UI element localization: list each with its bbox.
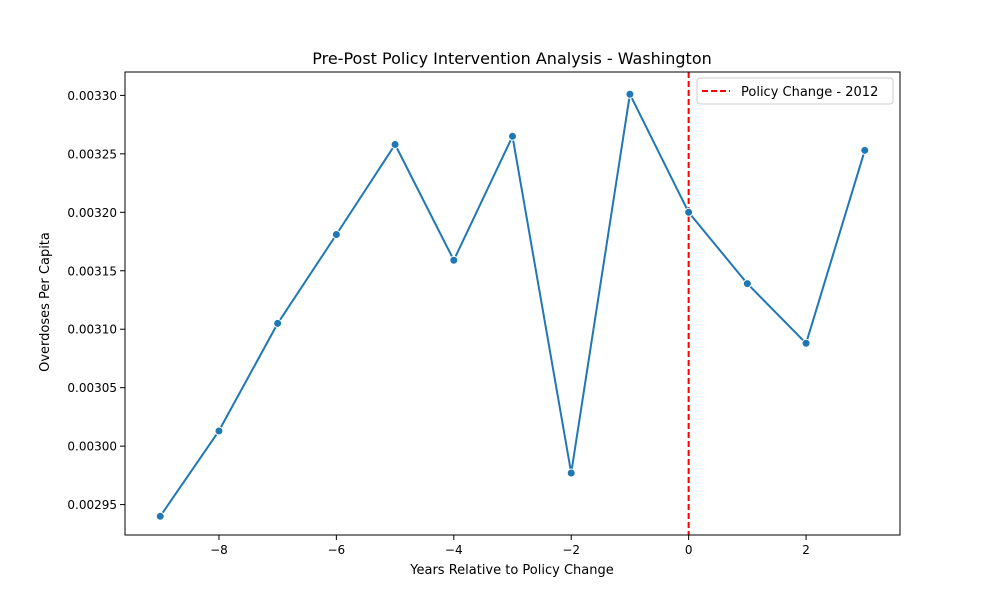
data-point (801, 338, 811, 348)
y-tick-label: 0.00315 (67, 264, 117, 278)
x-tick-label: 0 (685, 543, 693, 557)
x-tick-label: −4 (445, 543, 463, 557)
y-tick-label: 0.00320 (67, 206, 117, 220)
data-point (390, 139, 400, 149)
x-axis-ticks: −8 −6 −4 −2 0 2 (210, 535, 810, 557)
x-axis-label: Years Relative to Policy Change (409, 563, 613, 578)
y-tick-label: 0.00295 (67, 498, 117, 512)
y-axis-ticks: 0.00295 0.00300 0.00305 0.00310 0.00315 0.003… (67, 89, 125, 512)
x-tick-label: 2 (802, 543, 810, 557)
y-tick-label: 0.00300 (67, 440, 117, 454)
data-point (273, 318, 283, 328)
series-line (159, 93, 866, 517)
data-point (860, 145, 870, 155)
data-point (508, 131, 517, 141)
x-tick-label: −6 (328, 543, 346, 557)
x-tick-label: −2 (562, 543, 580, 557)
data-point (449, 255, 459, 265)
data-point (684, 207, 694, 217)
y-tick-label: 0.00325 (67, 147, 117, 161)
y-tick-label: 0.00310 (67, 323, 117, 337)
y-tick-label: 0.00330 (67, 89, 117, 103)
legend-entry-policy-change: Policy Change - 2012 (741, 85, 878, 100)
data-point (742, 279, 752, 289)
y-tick-label: 0.00305 (67, 381, 117, 395)
data-point (566, 468, 576, 478)
data-point (625, 89, 635, 99)
x-tick-label: −8 (210, 543, 228, 557)
data-point (214, 426, 224, 436)
series-layer (155, 89, 870, 521)
chart-title: Pre-Post Policy Intervention Analysis - … (312, 49, 712, 68)
legend: Policy Change - 2012 (696, 77, 894, 105)
legend-box (696, 77, 894, 105)
data-point (331, 230, 341, 240)
y-axis-label: Overdoses Per Capita (38, 232, 53, 372)
plot-area-frame (124, 71, 901, 536)
data-point (155, 511, 165, 521)
